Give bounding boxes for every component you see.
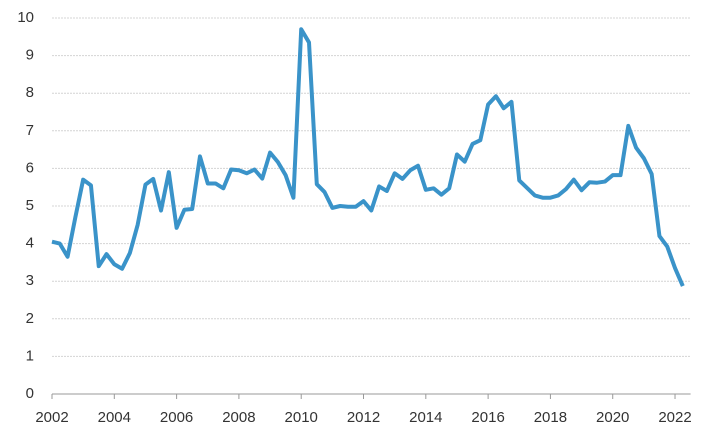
y-tick-label: 6 (26, 159, 34, 176)
y-tick-label: 2 (26, 310, 34, 327)
x-tick-label: 2020 (596, 409, 629, 426)
y-tick-label: 0 (26, 385, 34, 402)
x-tick-label: 2002 (35, 409, 68, 426)
x-tick-label: 2012 (347, 409, 380, 426)
y-tick-label: 5 (26, 197, 34, 214)
data-line (51, 27, 685, 287)
y-tick-label: 1 (26, 347, 34, 364)
y-tick-label: 10 (17, 9, 34, 26)
x-tick-label: 2004 (98, 409, 131, 426)
x-tick-label: 2018 (534, 409, 567, 426)
x-tick-label: 2008 (222, 409, 255, 426)
x-tick-label: 2016 (471, 409, 504, 426)
y-tick-label: 8 (26, 84, 34, 101)
y-tick-label: 4 (26, 235, 34, 252)
y-tick-label: 3 (26, 272, 34, 289)
x-tick-label: 2014 (409, 409, 442, 426)
y-tick-label: 7 (26, 122, 34, 139)
x-tick-label: 2006 (160, 409, 193, 426)
x-tick-label: 2022 (658, 409, 691, 426)
x-tick-label: 2010 (285, 409, 318, 426)
y-tick-label: 9 (26, 47, 34, 64)
